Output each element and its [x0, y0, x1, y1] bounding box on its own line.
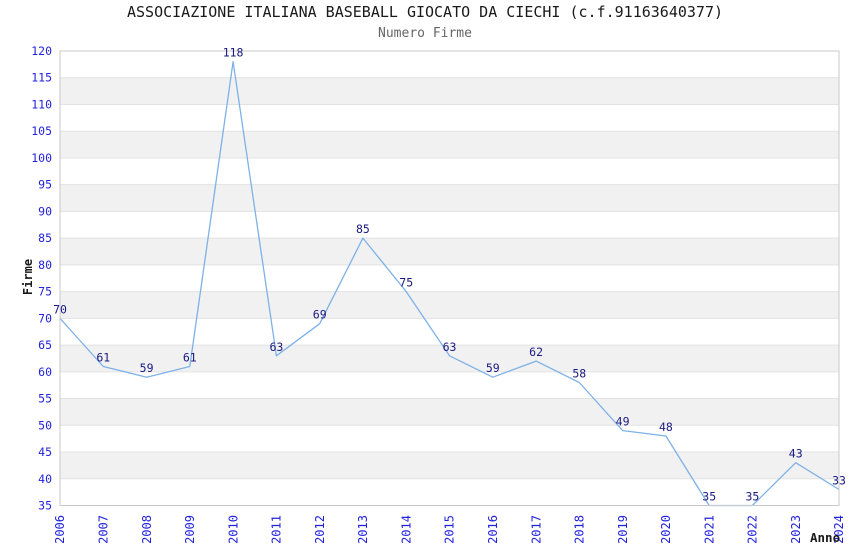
plot-band — [60, 398, 839, 426]
point-label: 69 — [313, 308, 327, 322]
point-label: 59 — [486, 361, 500, 375]
point-label: 61 — [96, 351, 110, 365]
y-tick-label: 55 — [38, 392, 52, 406]
y-tick-label: 80 — [38, 258, 52, 272]
point-label: 75 — [399, 276, 413, 290]
x-tick-label: 2013 — [356, 515, 370, 544]
y-axis-title: Firme — [21, 259, 35, 295]
y-tick-label: 110 — [31, 97, 52, 111]
point-label: 48 — [659, 420, 673, 434]
y-tick-label: 115 — [31, 71, 52, 85]
point-label: 35 — [702, 490, 716, 504]
point-label: 35 — [745, 490, 759, 504]
point-label: 118 — [223, 46, 244, 60]
plot-band — [60, 131, 839, 158]
y-tick-label: 60 — [38, 365, 52, 379]
y-tick-label: 95 — [38, 178, 52, 192]
point-label: 59 — [140, 361, 154, 375]
plot-band — [60, 452, 839, 479]
y-tick-label: 90 — [38, 204, 52, 218]
y-tick-label: 85 — [38, 231, 52, 245]
x-tick-label: 2014 — [399, 515, 413, 544]
plot-band — [60, 77, 839, 105]
x-tick-label: 2016 — [486, 515, 500, 544]
point-label: 62 — [529, 345, 543, 359]
x-axis-title: Anno — [810, 530, 840, 545]
x-tick-label: 2022 — [746, 515, 760, 544]
x-tick-label: 2010 — [226, 515, 240, 544]
x-tick-label: 2024 — [832, 515, 846, 544]
point-label: 43 — [789, 447, 803, 461]
x-tick-label: 2023 — [789, 515, 803, 544]
x-tick-label: 2012 — [313, 515, 327, 544]
point-label: 61 — [183, 351, 197, 365]
y-tick-label: 105 — [31, 124, 52, 138]
plot-band — [60, 184, 839, 212]
plot-band — [60, 345, 839, 372]
x-tick-label: 2021 — [702, 515, 716, 544]
x-tick-label: 2006 — [53, 515, 67, 544]
x-tick-label: 2009 — [183, 515, 197, 544]
chart-subtitle: Numero Firme — [378, 26, 472, 41]
x-tick-label: 2020 — [659, 515, 673, 544]
point-label: 63 — [269, 340, 283, 354]
y-tick-label: 50 — [38, 418, 52, 432]
y-tick-label: 120 — [31, 44, 52, 58]
x-tick-label: 2011 — [270, 515, 284, 544]
point-label: 58 — [572, 367, 586, 381]
y-tick-label: 45 — [38, 445, 52, 459]
x-tick-label: 2019 — [616, 515, 630, 544]
point-label: 49 — [616, 415, 630, 429]
y-tick-label: 75 — [38, 285, 52, 299]
plot-border — [59, 50, 840, 506]
point-label: 33 — [832, 474, 846, 488]
y-tick-label: 35 — [38, 499, 52, 513]
y-tick-label: 100 — [31, 151, 52, 165]
y-tick-label: 70 — [38, 311, 52, 325]
x-tick-label: 2017 — [529, 515, 543, 544]
point-label: 85 — [356, 222, 370, 236]
chart-title: ASSOCIAZIONE ITALIANA BASEBALL GIOCATO D… — [126, 3, 724, 21]
x-tick-label: 2015 — [443, 515, 457, 544]
y-tick-label: 40 — [38, 472, 52, 486]
point-label: 70 — [53, 302, 67, 316]
x-tick-label: 2008 — [140, 515, 154, 544]
x-tick-label: 2007 — [97, 515, 111, 544]
point-label: 63 — [443, 340, 457, 354]
plot-band — [60, 291, 839, 319]
x-tick-label: 2018 — [573, 515, 587, 544]
y-tick-label: 65 — [38, 338, 52, 352]
series-line — [60, 61, 839, 507]
plot-band — [60, 238, 839, 265]
